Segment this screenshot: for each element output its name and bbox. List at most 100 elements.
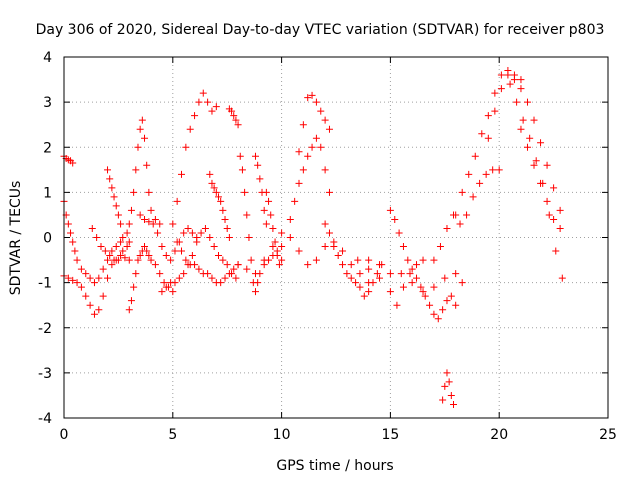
data-point [482, 170, 490, 178]
data-point [260, 206, 268, 214]
data-point [117, 252, 125, 260]
data-point [386, 270, 394, 278]
data-point [365, 288, 373, 296]
data-point [141, 243, 149, 251]
data-point [104, 274, 112, 282]
data-point [180, 229, 188, 237]
data-point [178, 247, 186, 255]
data-point [119, 234, 127, 241]
data-point [399, 243, 407, 251]
data-point [108, 247, 116, 255]
data-point [369, 279, 377, 287]
data-point [178, 170, 186, 178]
data-point [513, 98, 521, 106]
data-point [299, 166, 307, 174]
x-tick-label: 20 [490, 427, 508, 443]
data-point [530, 116, 538, 124]
data-point [408, 265, 416, 273]
data-point [421, 292, 429, 300]
data-point [69, 276, 77, 284]
data-point [519, 116, 527, 124]
data-point [273, 252, 281, 260]
data-point [191, 261, 199, 269]
data-point [191, 112, 199, 120]
data-point [97, 243, 105, 251]
data-point [106, 252, 114, 260]
data-point [243, 265, 251, 273]
data-point [210, 243, 218, 251]
data-point [484, 134, 492, 142]
data-point [82, 270, 90, 278]
data-point [86, 301, 94, 309]
data-point [365, 265, 373, 273]
data-point [77, 283, 85, 291]
data-point [247, 256, 255, 264]
data-point [445, 378, 453, 386]
data-point [269, 243, 277, 251]
data-point [145, 252, 153, 260]
data-point [154, 229, 162, 237]
data-point [404, 256, 412, 264]
data-point [104, 166, 112, 174]
plot-frame [63, 56, 609, 419]
data-point [278, 256, 286, 264]
data-point [110, 193, 118, 201]
data-point [223, 261, 231, 269]
data-point [67, 229, 75, 237]
data-point [295, 247, 303, 255]
data-point [114, 256, 122, 264]
data-point [476, 179, 484, 187]
data-point [251, 270, 259, 278]
data-point [151, 215, 159, 223]
data-point [132, 166, 140, 174]
data-point [169, 288, 177, 296]
data-point [204, 270, 212, 278]
data-point [325, 229, 333, 237]
data-point [182, 143, 190, 151]
x-tick-label: 5 [168, 427, 177, 443]
data-point [171, 279, 179, 287]
data-point [489, 166, 497, 174]
data-point [484, 112, 492, 120]
data-point [245, 234, 253, 241]
data-point [193, 238, 201, 246]
data-point [175, 274, 183, 282]
data-point [88, 224, 96, 232]
data-point [321, 166, 329, 174]
data-point [312, 134, 320, 142]
data-point [93, 234, 101, 241]
data-point [491, 107, 499, 115]
data-point [469, 193, 477, 201]
data-point [517, 85, 525, 93]
data-point [417, 283, 425, 291]
data-point [458, 188, 466, 196]
data-point [195, 98, 203, 106]
data-point [443, 224, 451, 232]
data-point [373, 270, 381, 278]
data-point [339, 261, 347, 269]
data-point [223, 224, 231, 232]
data-point [145, 188, 153, 196]
data-point [212, 188, 220, 196]
data-point [230, 112, 238, 120]
data-point [141, 134, 149, 142]
data-point [149, 220, 157, 228]
data-point [450, 400, 458, 408]
data-point [162, 252, 170, 260]
data-point [125, 306, 133, 314]
data-point [158, 243, 166, 251]
data-point [321, 243, 329, 251]
data-point [558, 274, 566, 282]
data-point [147, 256, 155, 264]
y-tick-label: -1 [38, 276, 52, 292]
data-point [117, 238, 125, 246]
data-point [441, 382, 449, 390]
y-tick-label: -3 [38, 366, 52, 382]
data-point [391, 215, 399, 223]
data-point [108, 261, 116, 269]
data-point [197, 229, 205, 237]
data-point [169, 220, 177, 228]
data-point [295, 148, 303, 156]
data-point [532, 157, 540, 165]
